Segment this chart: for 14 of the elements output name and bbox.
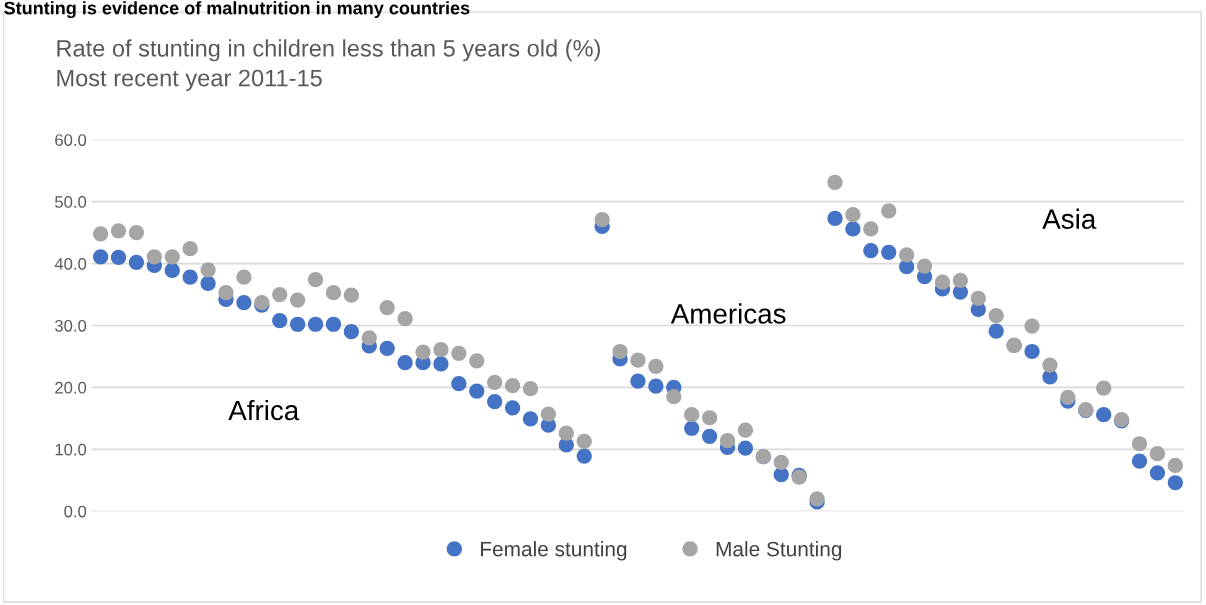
legend-label: Male Stunting	[716, 541, 842, 561]
y-tick-label: 10.0	[55, 443, 87, 456]
y-tick-label: 40.0	[54, 257, 87, 270]
annotation: Asia	[1042, 208, 1097, 229]
y-tick-label: 20.0	[55, 381, 87, 394]
annotation: Africa	[228, 399, 300, 421]
legend-label: Female stunting	[481, 541, 627, 561]
y-tick-label: 60.0	[55, 134, 87, 146]
chart-title: Stunting is evidence of malnutrition in many countries	[4, 1, 470, 19]
y-tick-label: 50.0	[55, 196, 87, 208]
chart-subtitle: Rate of stunting in children less than 5 years old (%) Most recent year 2011-15	[57, 39, 600, 92]
y-tick-label: 30.0	[55, 319, 87, 332]
annotation: Americas	[670, 303, 786, 324]
y-tick-label: 0.0	[64, 505, 87, 518]
